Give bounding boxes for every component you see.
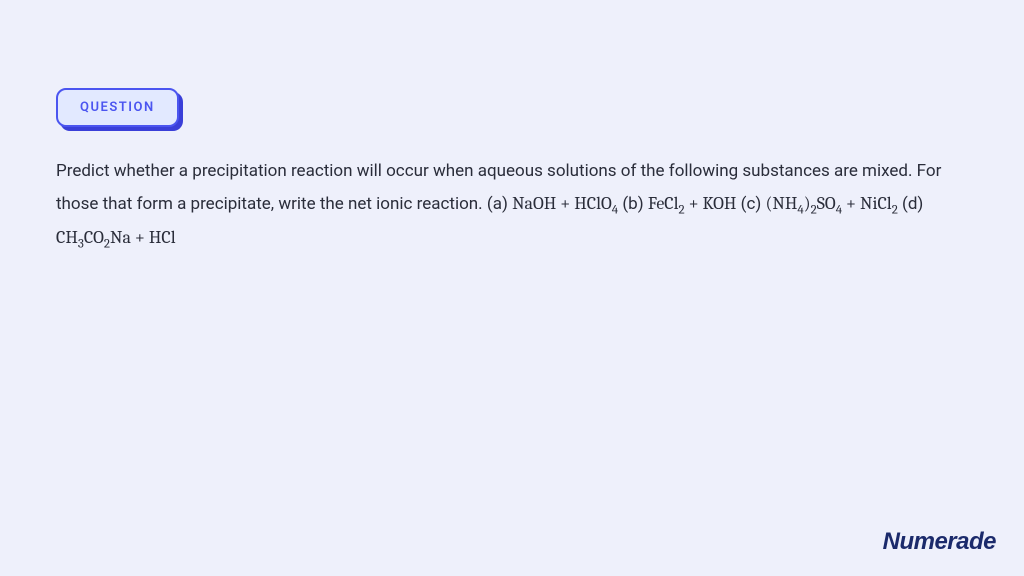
question-badge-container: QUESTION (56, 88, 179, 127)
part-c-label: (c) (736, 194, 765, 214)
plus-4: + (131, 227, 149, 248)
formula-nicl2: NiCl2 (860, 193, 898, 214)
ch: CH (56, 227, 78, 248)
close-paren: ) (804, 193, 811, 214)
part-b-label: (b) (618, 194, 648, 214)
question-badge: QUESTION (56, 88, 179, 127)
formula-hclo4: HClO4 (574, 193, 618, 214)
question-text: Predict whether a precipitation reaction… (56, 155, 968, 256)
nicl: NiCl (860, 193, 892, 214)
so: SO (817, 193, 836, 214)
brand-logo: Numerade (883, 528, 996, 556)
open-nh: (NH (766, 193, 798, 214)
formula-fecl2: FeCl2 (648, 193, 685, 214)
plus-1: + (556, 193, 574, 214)
co: CO (84, 227, 104, 248)
fecl: FeCl (648, 193, 679, 214)
content-area: QUESTION Predict whether a precipitation… (0, 0, 1024, 256)
badge-label: QUESTION (80, 100, 155, 115)
hclo: HClO (574, 193, 612, 214)
part-a-label: (a) (487, 194, 512, 214)
brand-name: Numerade (883, 528, 996, 555)
part-d-label: (d) (898, 194, 924, 214)
formula-nh4-2-so4: (NH4)2SO4 (766, 193, 843, 214)
formula-naoh: NaOH (512, 193, 556, 214)
plus-3: + (842, 193, 860, 214)
na: Na (110, 227, 131, 248)
plus-2: + (685, 193, 703, 214)
formula-ch3co2na: CH3CO2Na (56, 227, 131, 248)
formula-koh: KOH (703, 193, 737, 214)
formula-hcl: HCl (149, 227, 176, 248)
